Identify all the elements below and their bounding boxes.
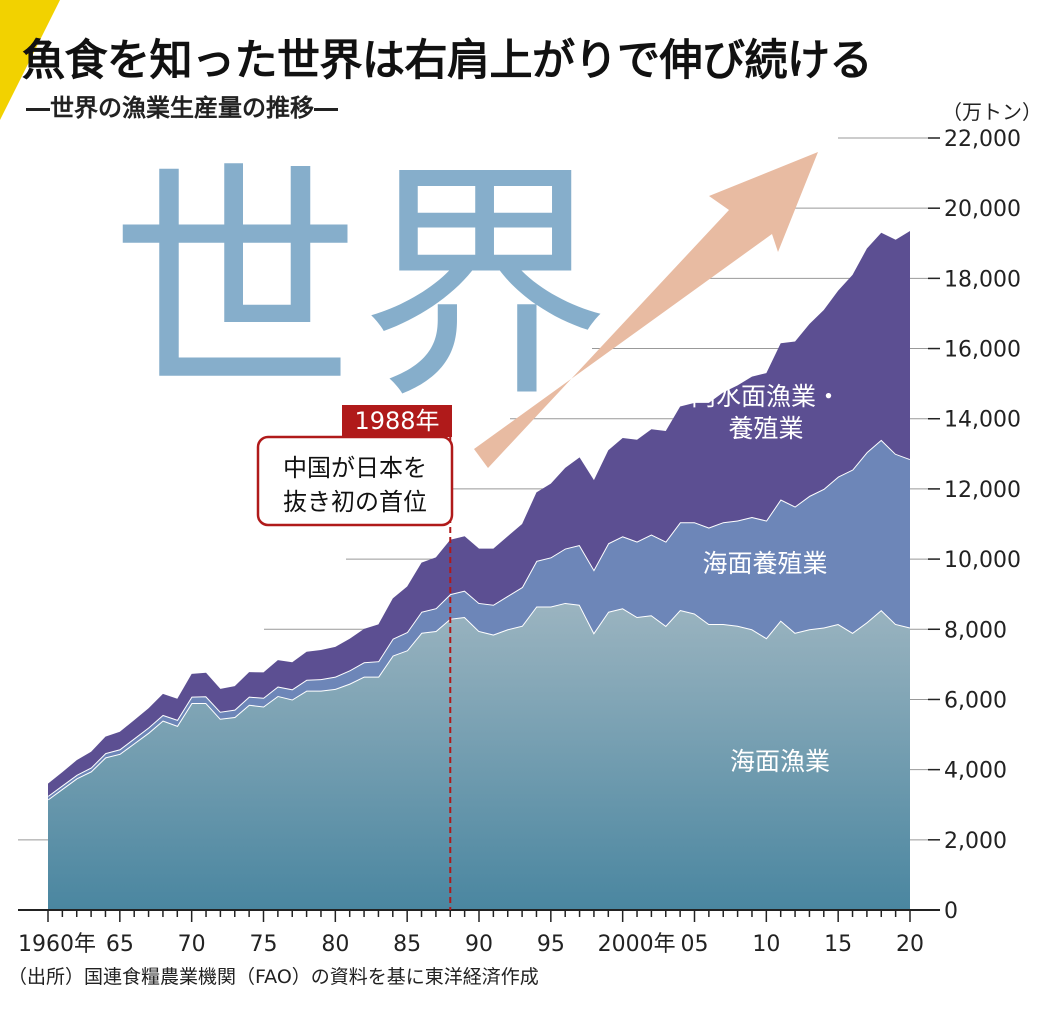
plot-areas (47, 230, 911, 910)
area-series-1 (48, 439, 910, 800)
label-marine-aquaculture: 海面養殖業 (702, 549, 827, 578)
annotation-year-text: 1988年 (354, 407, 439, 435)
y-tick-label: 22,000 (944, 127, 1021, 152)
y-tick-label: 14,000 (944, 408, 1021, 433)
x-tick-label: 20 (896, 932, 924, 957)
y-tick-label: 6,000 (944, 688, 1007, 713)
x-tick-label: 80 (321, 932, 349, 957)
annotation-box (256, 435, 454, 527)
label-inland-line: 内水面漁業・ (691, 382, 841, 411)
y-tick-label: 2,000 (944, 829, 1007, 854)
y-tick-label: 4,000 (944, 759, 1007, 784)
x-tick-label: 10 (752, 932, 780, 957)
x-tick-label: 15 (824, 932, 852, 957)
label-marine-fishing: 海面漁業 (730, 747, 830, 776)
x-tick-label: 2000年 (598, 932, 676, 957)
y-tick-label: 20,000 (944, 197, 1021, 222)
source-note: （出所）国連食糧農業機関（FAO）の資料を基に東洋経済作成 (8, 966, 539, 988)
annotation-year-tag (342, 405, 452, 437)
y-tick-label: 18,000 (944, 267, 1021, 292)
x-tick-label: 85 (393, 932, 421, 957)
chart-subtitle: ―世界の漁業生産量の推移― (26, 94, 338, 122)
x-tick-label: 95 (537, 932, 565, 957)
label-inland-line: 養殖業 (728, 414, 803, 443)
trend-arrow (474, 152, 818, 468)
annotation-line-1: 中国が日本を (283, 454, 427, 482)
y-axis-unit: （万トン） (942, 100, 1040, 124)
label-inland: 内水面漁業・養殖業 (691, 382, 841, 443)
x-tick-label: 70 (178, 932, 206, 957)
annotation-1988: 1988年 中国が日本を 抜き初の首位 (256, 405, 454, 527)
x-tick-label: 75 (250, 932, 278, 957)
corner-accent (0, 0, 60, 120)
x-tick-label: 65 (106, 932, 134, 957)
y-tick-label: 0 (944, 899, 958, 924)
y-tick-label: 10,000 (944, 548, 1021, 573)
y-tick-label: 8,000 (944, 618, 1007, 643)
axes: 0 2,000 4,000 6,000 8,000 10,000 12,000 14,000 1… (18, 127, 1021, 957)
x-tick-label: 1960年 (18, 932, 96, 957)
x-tick-label: 05 (681, 932, 709, 957)
x-tick-label: 90 (465, 932, 493, 957)
chart-title: 魚食を知った世界は右肩上がりで伸び続ける (22, 36, 873, 86)
y-tick-label: 12,000 (944, 478, 1021, 503)
watermark-world: 世界 (110, 140, 610, 431)
annotation-line-2: 抜き初の首位 (283, 488, 427, 516)
area-series-0 (48, 602, 910, 910)
area-series-2 (48, 230, 910, 796)
y-tick-label: 16,000 (944, 338, 1021, 363)
